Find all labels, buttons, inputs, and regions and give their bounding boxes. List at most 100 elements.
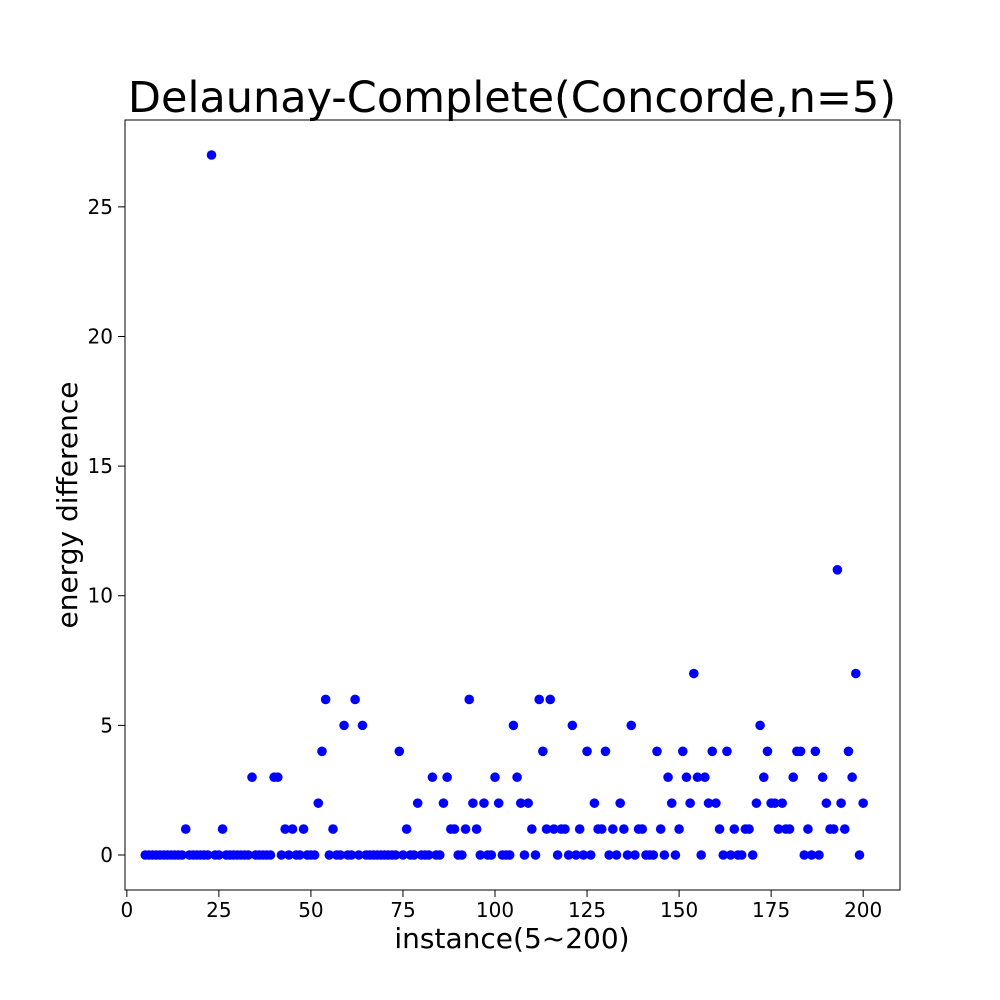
- data-point: [317, 746, 327, 757]
- data-point: [560, 824, 570, 834]
- data-point: [659, 850, 670, 860]
- data-point: [674, 824, 684, 834]
- data-point: [700, 772, 710, 783]
- data-point: [247, 772, 257, 783]
- data-point: [339, 720, 349, 731]
- data-point: [180, 824, 191, 834]
- data-point: [714, 824, 725, 834]
- y-tick-label: 0: [100, 843, 113, 867]
- data-point: [828, 824, 839, 834]
- data-point: [464, 694, 475, 705]
- data-point: [567, 720, 578, 731]
- data-point: [578, 850, 589, 860]
- data-point: [272, 772, 283, 783]
- data-point: [685, 798, 695, 808]
- data-point: [703, 798, 714, 808]
- data-point: [692, 772, 703, 783]
- x-axis-label: instance(5~200): [394, 922, 629, 955]
- data-point: [504, 850, 515, 860]
- data-point: [821, 798, 832, 808]
- data-point: [490, 772, 500, 783]
- data-point: [438, 798, 449, 808]
- data-point: [722, 746, 732, 757]
- data-point: [832, 565, 843, 575]
- data-point: [681, 772, 692, 783]
- x-axis: 0 25 50 75 100 125 150 175 200: [120, 890, 882, 922]
- data-point: [817, 772, 828, 783]
- x-tick-label: 0: [120, 898, 133, 922]
- data-point: [320, 694, 331, 705]
- data-point: [324, 850, 335, 860]
- data-point: [287, 824, 298, 834]
- data-point: [788, 772, 799, 783]
- data-points: [140, 150, 868, 860]
- data-point: [350, 694, 360, 705]
- data-point: [810, 746, 821, 757]
- data-point: [328, 824, 338, 834]
- data-point: [486, 850, 497, 860]
- data-point: [545, 694, 556, 705]
- data-point: [784, 824, 795, 834]
- data-point: [457, 850, 467, 860]
- y-tick-label: 25: [88, 195, 113, 219]
- data-point: [243, 850, 254, 860]
- data-point: [795, 746, 806, 757]
- data-point: [423, 850, 434, 860]
- data-point: [611, 850, 622, 860]
- x-tick-label: 125: [568, 898, 606, 922]
- data-point: [689, 668, 699, 679]
- data-point: [541, 824, 552, 834]
- data-point: [637, 824, 648, 834]
- data-point: [534, 694, 544, 705]
- data-point: [725, 850, 736, 860]
- data-point: [442, 772, 452, 783]
- data-point: [515, 798, 526, 808]
- data-point: [582, 746, 592, 757]
- data-point: [346, 850, 357, 860]
- data-point: [608, 824, 618, 834]
- x-tick-label: 100: [476, 898, 514, 922]
- chart-title: Delaunay-Complete(Concorde,n=5): [128, 73, 896, 123]
- plot-frame: [124, 119, 901, 891]
- data-point: [523, 798, 533, 808]
- data-point: [718, 850, 729, 860]
- data-point: [696, 850, 706, 860]
- data-point: [648, 850, 659, 860]
- data-point: [298, 824, 309, 834]
- data-point: [449, 824, 460, 834]
- data-point: [596, 824, 607, 834]
- data-point: [747, 850, 758, 860]
- data-point: [622, 850, 633, 860]
- x-tick-label: 50: [298, 898, 323, 922]
- y-tick-label: 5: [100, 713, 113, 737]
- data-point: [655, 824, 666, 834]
- data-point: [335, 850, 346, 860]
- data-point: [858, 798, 868, 808]
- data-point: [206, 150, 217, 160]
- data-point: [460, 824, 471, 834]
- data-point: [758, 772, 769, 783]
- data-point: [475, 850, 486, 860]
- x-tick-label: 75: [390, 898, 415, 922]
- data-point: [663, 772, 673, 783]
- data-point: [843, 746, 854, 757]
- data-point: [394, 746, 405, 757]
- data-point: [284, 850, 294, 860]
- data-point: [527, 824, 537, 834]
- data-point: [615, 798, 625, 808]
- data-point: [711, 798, 721, 808]
- data-point: [401, 824, 412, 834]
- data-point: [799, 850, 810, 860]
- data-point: [276, 850, 287, 860]
- data-point: [839, 824, 850, 834]
- data-point: [619, 824, 629, 834]
- data-point: [512, 772, 522, 783]
- data-point: [736, 850, 747, 860]
- data-point: [549, 824, 559, 834]
- y-axis-label: energy difference: [51, 381, 84, 628]
- data-point: [806, 850, 817, 860]
- data-point: [751, 798, 762, 808]
- y-tick-label: 20: [88, 324, 113, 348]
- data-point: [666, 798, 677, 808]
